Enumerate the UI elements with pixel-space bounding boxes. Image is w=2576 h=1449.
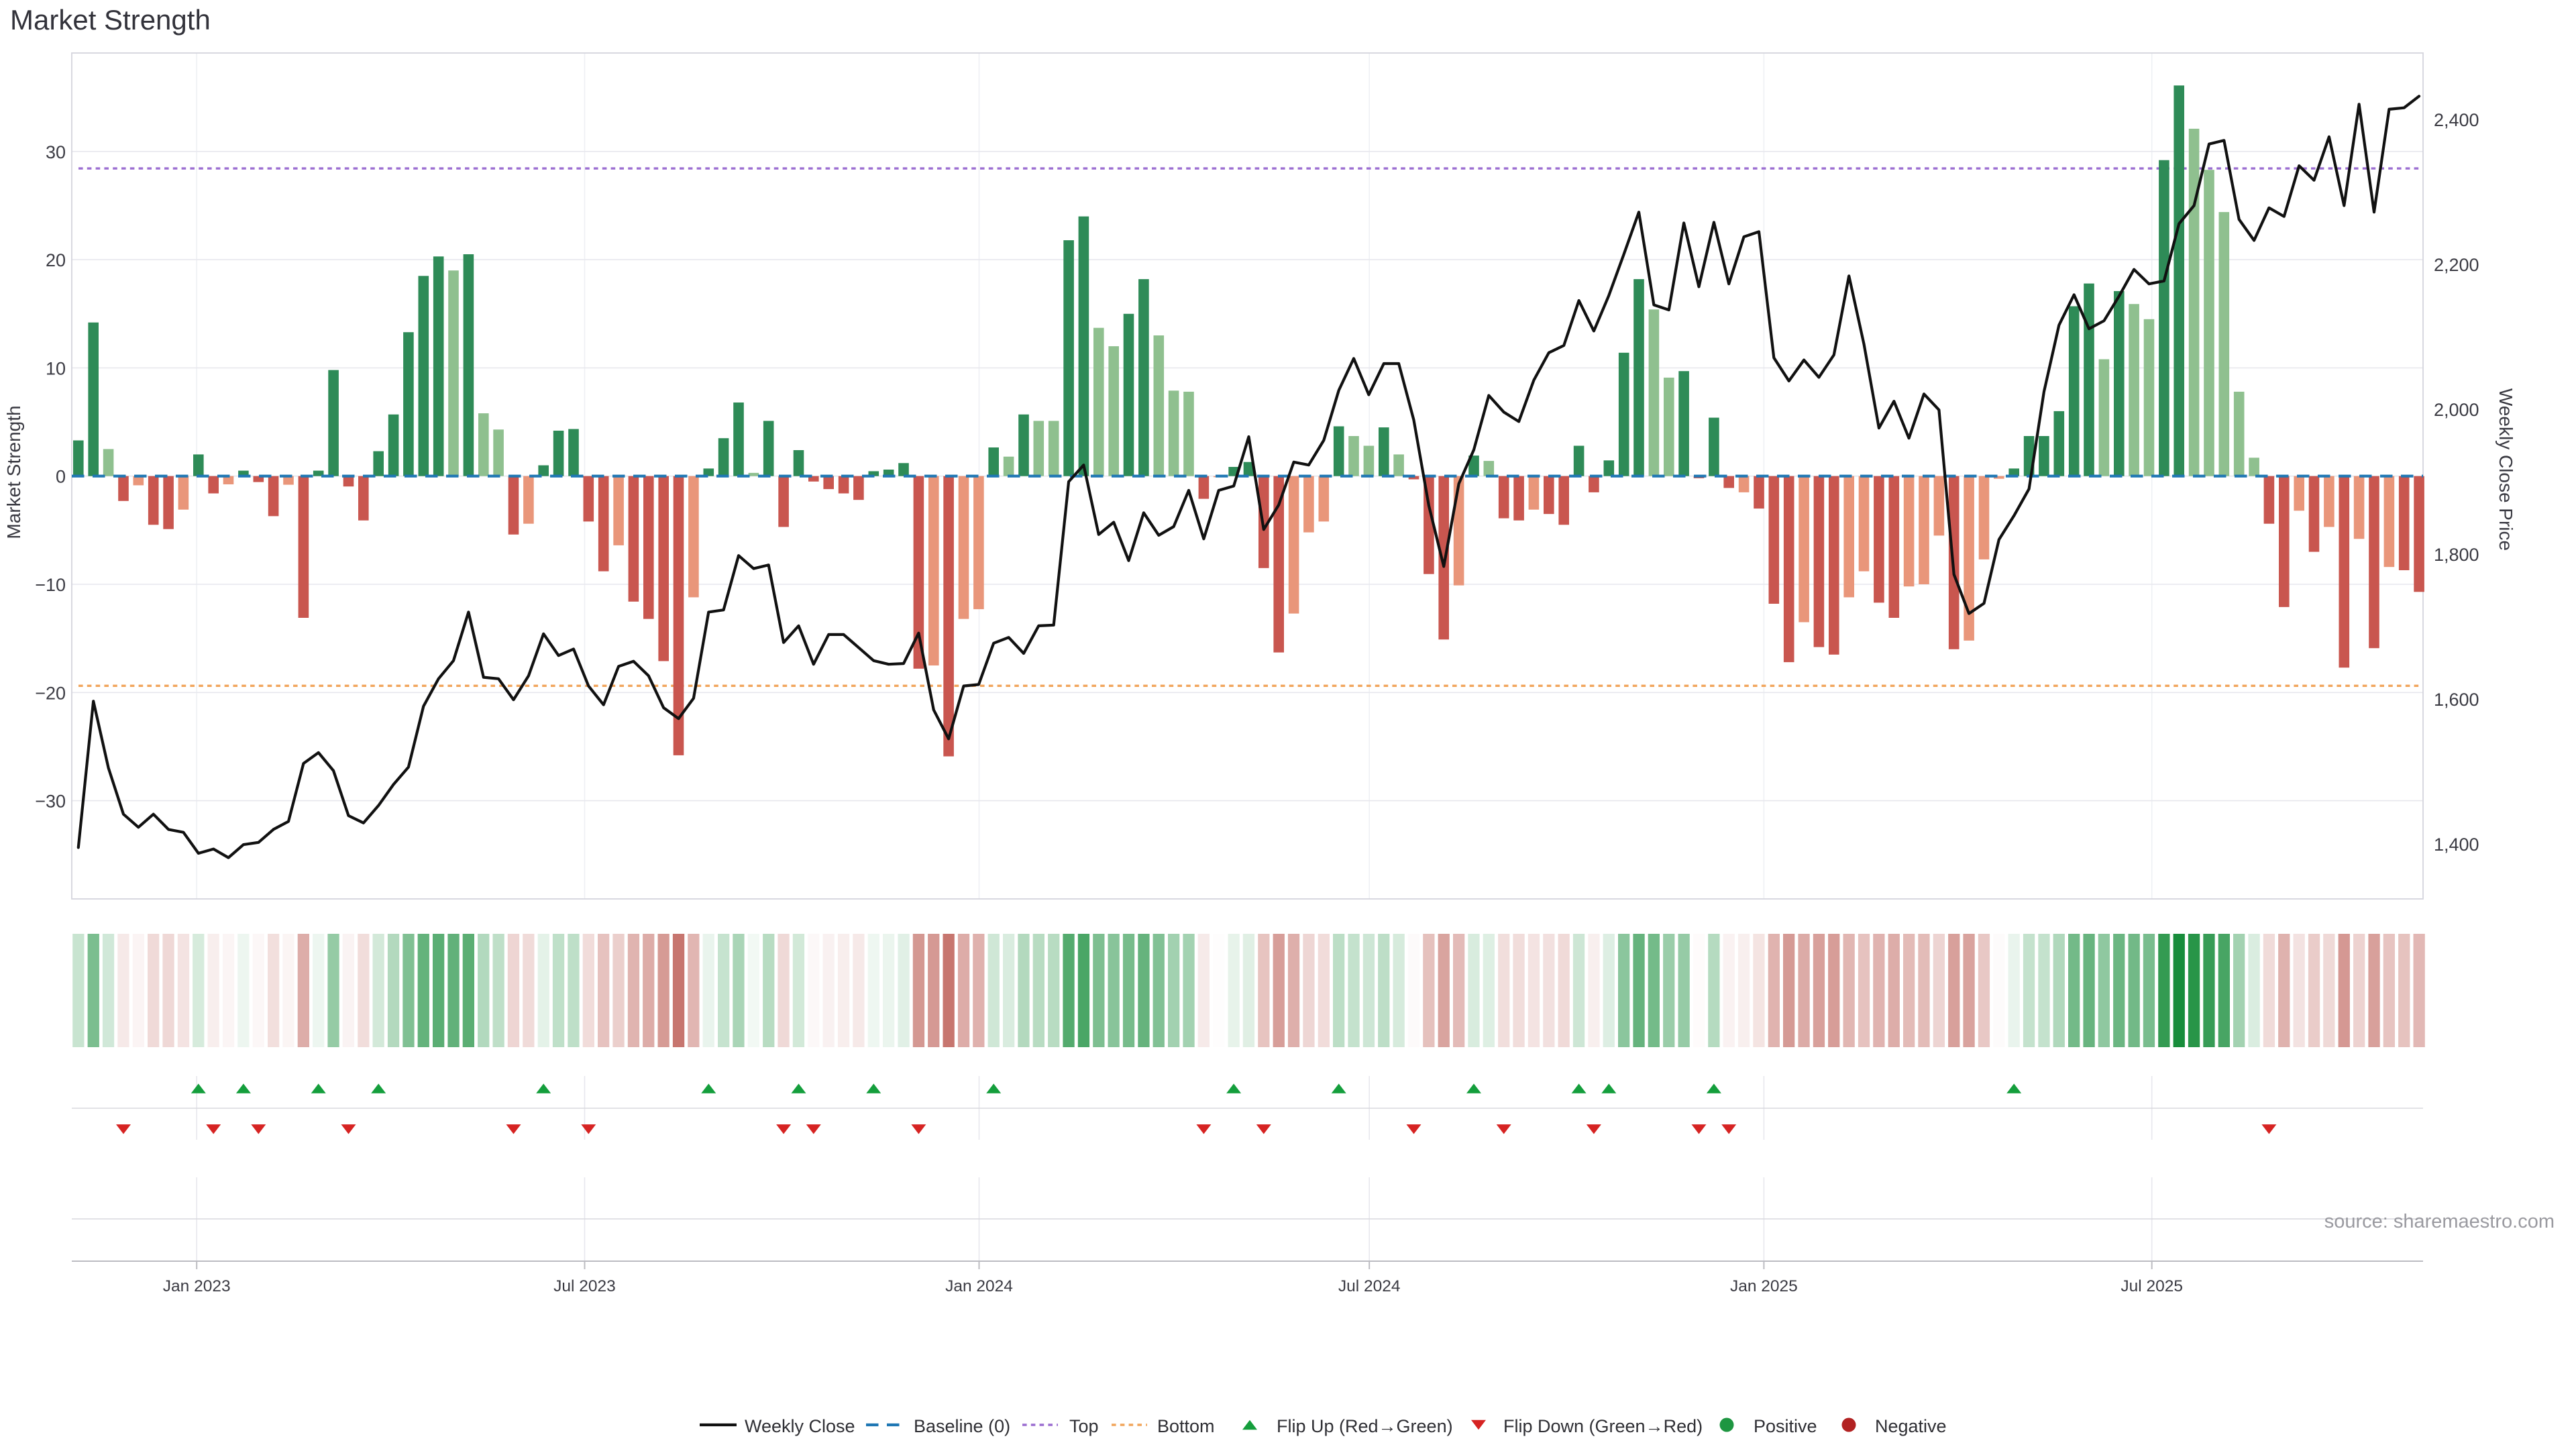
svg-text:Weekly Close Price: Weekly Close Price xyxy=(2496,388,2516,551)
svg-text:Jul 2023: Jul 2023 xyxy=(553,1277,616,1295)
svg-text:2,000: 2,000 xyxy=(2434,400,2479,420)
svg-text:−30: −30 xyxy=(35,792,66,812)
svg-text:Negative: Negative xyxy=(1875,1416,1947,1436)
svg-text:Market Strength: Market Strength xyxy=(3,405,24,539)
svg-text:Baseline (0): Baseline (0) xyxy=(914,1416,1010,1436)
svg-text:10: 10 xyxy=(46,358,66,378)
svg-text:1,400: 1,400 xyxy=(2434,835,2479,855)
svg-text:Bottom: Bottom xyxy=(1157,1416,1215,1436)
svg-text:Jul 2024: Jul 2024 xyxy=(1338,1277,1401,1295)
svg-text:2,200: 2,200 xyxy=(2434,255,2479,275)
svg-text:30: 30 xyxy=(46,142,66,162)
svg-text:20: 20 xyxy=(46,250,66,270)
svg-text:1,600: 1,600 xyxy=(2434,690,2479,710)
svg-text:0: 0 xyxy=(56,467,66,487)
svg-text:Flip Down (Green→Red): Flip Down (Green→Red) xyxy=(1503,1416,1703,1436)
svg-text:Flip Up (Red→Green): Flip Up (Red→Green) xyxy=(1277,1416,1453,1436)
svg-text:Positive: Positive xyxy=(1754,1416,1817,1436)
svg-text:1,800: 1,800 xyxy=(2434,545,2479,565)
svg-text:Jan 2025: Jan 2025 xyxy=(1730,1277,1798,1295)
svg-text:Jan 2023: Jan 2023 xyxy=(163,1277,231,1295)
svg-text:Weekly Close: Weekly Close xyxy=(745,1416,855,1436)
svg-text:Jul 2025: Jul 2025 xyxy=(2121,1277,2183,1295)
svg-text:Market Strength: Market Strength xyxy=(10,4,211,36)
svg-text:source: sharemaestro.com: source: sharemaestro.com xyxy=(2324,1211,2555,1232)
svg-text:−10: −10 xyxy=(35,575,66,595)
svg-text:−20: −20 xyxy=(35,683,66,703)
svg-text:2,400: 2,400 xyxy=(2434,110,2479,130)
svg-text:Top: Top xyxy=(1069,1416,1099,1436)
svg-text:Jan 2024: Jan 2024 xyxy=(945,1277,1013,1295)
